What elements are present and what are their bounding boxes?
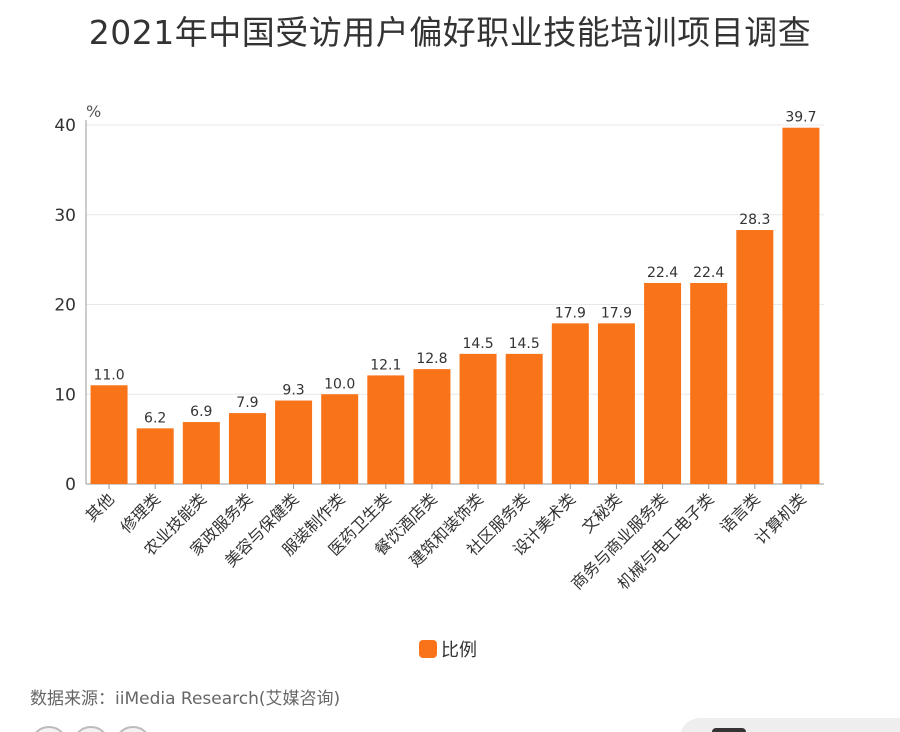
bar (275, 400, 313, 484)
y-axis-unit: % (86, 102, 101, 121)
bar (90, 385, 128, 484)
chart-legend[interactable]: 比例 (419, 636, 477, 662)
y-tick-label: 30 (54, 206, 76, 226)
data-label: 39.7 (785, 110, 816, 126)
data-label: 9.3 (282, 383, 304, 399)
bar (736, 230, 774, 484)
legend-label: 比例 (441, 640, 477, 661)
y-tick-label: 0 (65, 475, 76, 495)
data-label: 17.9 (601, 305, 632, 321)
data-label: 22.4 (647, 265, 678, 281)
data-label: 6.2 (144, 410, 166, 426)
bar (459, 353, 497, 484)
bar (690, 282, 728, 484)
data-source: 数据来源：iiMedia Research(艾媒咨询) (30, 689, 341, 709)
bar (782, 127, 820, 484)
bar (228, 413, 266, 484)
data-label: 10.0 (324, 376, 355, 392)
x-tick-label: 计算机类 (751, 489, 810, 548)
x-tick-label: 其他 (82, 489, 118, 525)
y-tick-label: 10 (54, 385, 76, 405)
data-label: 6.9 (190, 404, 212, 420)
data-label: 14.5 (509, 336, 540, 352)
data-label: 11.0 (93, 367, 124, 383)
bar (413, 369, 451, 484)
bar (551, 323, 589, 484)
share-icon[interactable] (72, 726, 110, 732)
legend-swatch (419, 640, 437, 658)
bar (597, 323, 635, 484)
data-label: 28.3 (739, 212, 770, 228)
chart-title: 2021年中国受访用户偏好职业技能培训项目调查 (88, 13, 812, 52)
bar (367, 375, 405, 484)
share-icon[interactable] (114, 726, 152, 732)
data-label: 17.9 (555, 305, 586, 321)
data-label: 22.4 (693, 265, 724, 281)
data-label: 14.5 (462, 336, 493, 352)
data-label: 7.9 (236, 395, 258, 411)
data-label: 12.8 (416, 351, 447, 367)
data-label: 12.1 (370, 357, 401, 373)
y-tick-label: 40 (54, 116, 76, 136)
bar (136, 428, 174, 484)
bar (321, 394, 359, 484)
bar (182, 422, 220, 484)
bar (644, 282, 682, 484)
footer-decoration (0, 714, 900, 732)
share-icon[interactable] (30, 726, 68, 732)
y-tick-label: 20 (54, 296, 76, 316)
bar-chart: 010203040%11.0其他6.2修理类6.9农业技能类7.9家政服务类9.… (54, 102, 824, 593)
bar (505, 353, 543, 484)
brand-logo-icon (712, 728, 746, 732)
